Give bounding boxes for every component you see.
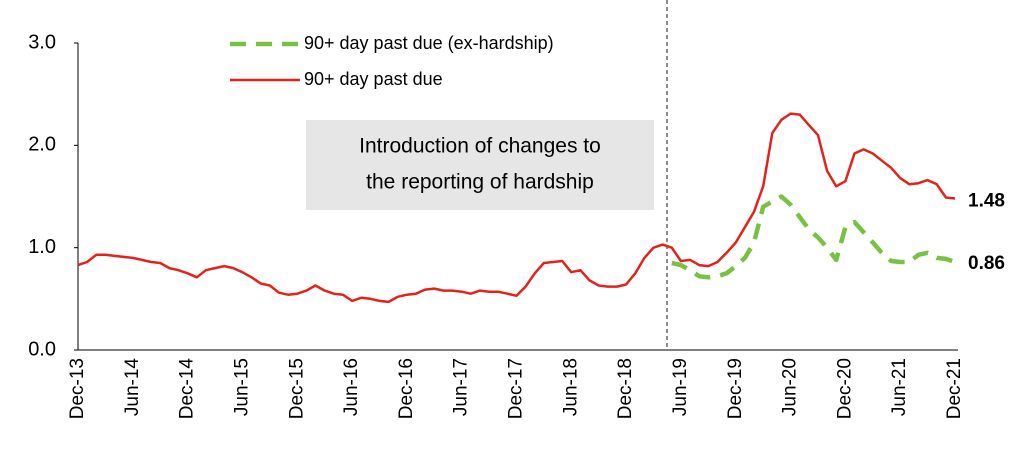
line-series [671,194,956,280]
legend-label: 90+ day past due (ex-hardship) [304,33,554,53]
x-tick-label: Jun-20 [780,358,801,416]
annotation-text: Introduction of changes to [359,135,601,158]
x-tick-label: Jun-19 [670,358,691,416]
end-value-label: 0.86 [968,253,1005,274]
annotation-text: the reporting of hardship [366,171,594,194]
x-tick-label: Jun-16 [341,358,362,416]
y-tick-label: 3.0 [28,31,56,53]
x-tick-label: Dec-17 [506,358,527,419]
x-tick-label: Jun-18 [560,358,581,416]
x-tick-label: Dec-20 [834,358,855,419]
y-tick-label: 0.0 [28,338,56,360]
legend-label: 90+ day past due [304,69,443,89]
x-tick-label: Jun-21 [889,358,910,416]
x-tick-label: Dec-16 [396,358,417,419]
end-value-label: 1.48 [968,191,1005,212]
x-tick-label: Dec-14 [177,358,198,420]
x-tick-label: Dec-19 [725,358,746,419]
x-tick-label: Dec-18 [615,358,636,419]
x-tick-label: Jun-15 [231,358,252,416]
annotation-box [306,120,654,210]
x-tick-label: Dec-15 [286,358,307,419]
x-tick-label: Dec-13 [67,358,88,419]
x-tick-label: Jun-14 [122,358,143,417]
x-tick-label: Dec-21 [944,358,965,419]
y-tick-label: 1.0 [28,236,56,258]
y-tick-label: 2.0 [28,134,56,156]
x-tick-label: Jun-17 [451,358,472,416]
line-series [77,112,956,304]
